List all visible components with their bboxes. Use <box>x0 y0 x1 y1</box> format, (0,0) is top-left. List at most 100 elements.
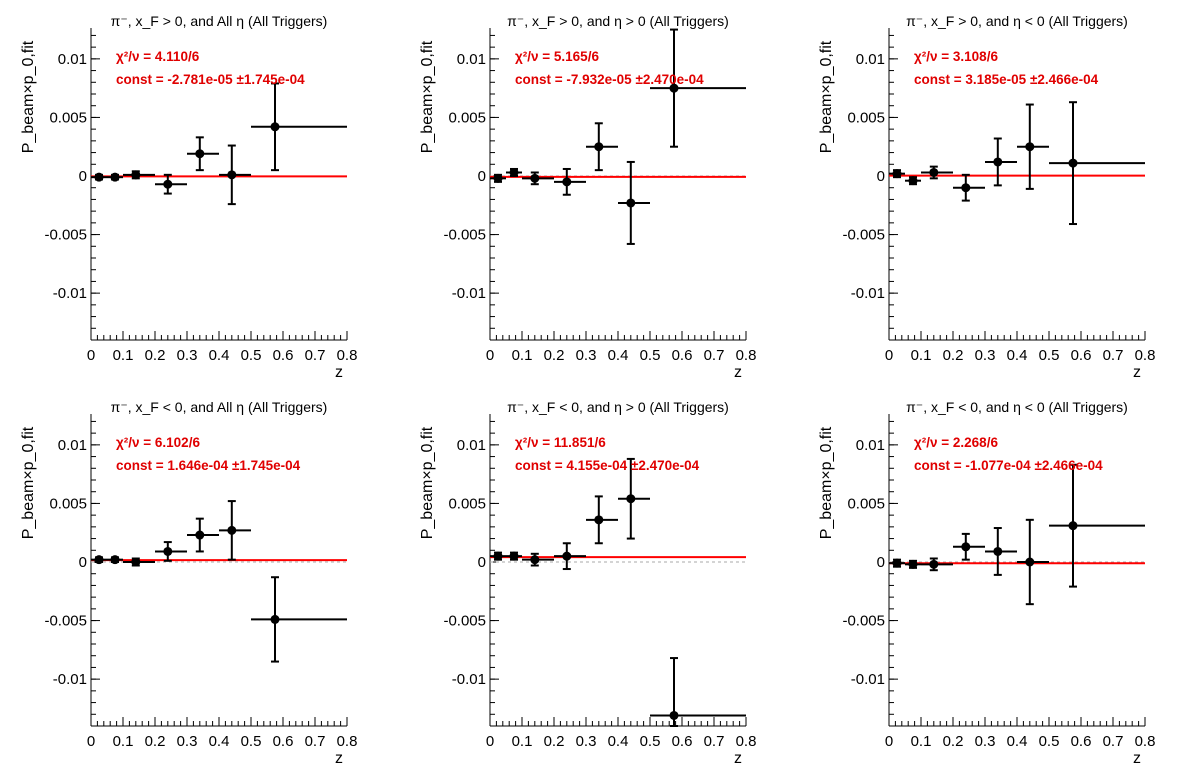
data-point <box>94 172 104 182</box>
data-point <box>908 559 918 569</box>
x-tick-label: 0.6 <box>672 347 693 364</box>
x-tick-label: 0 <box>486 347 494 364</box>
x-axis-title: z <box>734 750 742 767</box>
x-tick-label: 0.2 <box>145 733 166 750</box>
y-tick-label: 0 <box>478 168 486 185</box>
y-tick-label: 0.01 <box>457 437 486 454</box>
chart-title: π⁻, x_F > 0, and All η (All Triggers) <box>111 13 328 29</box>
x-tick-label: 0.3 <box>177 347 198 364</box>
y-tick-label: 0.01 <box>856 51 885 68</box>
data-point <box>1025 557 1035 567</box>
chart-title: π⁻, x_F < 0, and All η (All Triggers) <box>111 399 328 415</box>
x-tick-label: 0.8 <box>337 347 358 364</box>
x-tick-label: 0.8 <box>736 733 757 750</box>
x-tick-label: 0.3 <box>576 347 597 364</box>
x-tick-label: 0.6 <box>1071 347 1092 364</box>
data-point <box>493 551 503 561</box>
data-point <box>1068 521 1078 531</box>
x-tick-label: 0.4 <box>209 347 230 364</box>
x-tick-label: 0.1 <box>512 733 533 750</box>
y-tick-label: 0 <box>79 554 87 571</box>
x-tick-label: 0.4 <box>209 733 230 750</box>
x-tick-label: 0.8 <box>736 347 757 364</box>
x-tick-label: 0.2 <box>145 347 166 364</box>
x-tick-label: 0.3 <box>975 733 996 750</box>
data-point <box>227 525 237 535</box>
y-tick-label: -0.005 <box>842 227 885 244</box>
data-point <box>892 558 902 568</box>
x-axis-title: z <box>1133 750 1141 767</box>
y-tick-label: -0.005 <box>842 613 885 630</box>
y-tick-label: 0.005 <box>49 495 87 512</box>
data-point <box>195 149 205 159</box>
x-tick-label: 0.7 <box>305 733 326 750</box>
data-point <box>993 546 1003 556</box>
const-annotation: const = 1.646e-04 ±1.745e-04 <box>116 458 301 473</box>
x-tick-label: 0.7 <box>305 347 326 364</box>
x-tick-label: 0 <box>486 733 494 750</box>
chart-panel-1: π⁻, x_F > 0, and All η (All Triggers) 0 0.… <box>20 13 357 381</box>
y-tick-label: -0.01 <box>53 285 87 302</box>
y-axis-title: P_beam×p_0,fit <box>818 40 835 153</box>
x-tick-label: 0.5 <box>1039 347 1060 364</box>
data-point <box>530 173 540 183</box>
x-tick-label: 0.8 <box>1135 733 1156 750</box>
data-point <box>270 614 280 624</box>
x-tick-label: 0.5 <box>640 347 661 364</box>
x-tick-label: 0.7 <box>704 347 725 364</box>
data-point <box>1068 158 1078 168</box>
chart-panel-2: π⁻, x_F > 0, and η > 0 (All Triggers) 0 0.… <box>419 13 756 381</box>
y-axis-title: P_beam×p_0,fit <box>818 426 835 539</box>
data-point <box>562 551 572 561</box>
x-tick-label: 0 <box>87 347 95 364</box>
x-tick-label: 0.7 <box>1103 347 1124 364</box>
data-point <box>929 167 939 177</box>
y-tick-label: 0.005 <box>448 109 486 126</box>
y-tick-label: -0.005 <box>44 227 87 244</box>
data-point <box>131 557 141 567</box>
chart-title: π⁻, x_F > 0, and η < 0 (All Triggers) <box>906 13 1128 29</box>
data-point <box>594 142 604 152</box>
const-annotation: const = -2.781e-05 ±1.745e-04 <box>116 72 305 87</box>
x-axis-title: z <box>335 750 343 767</box>
const-annotation: const = 3.185e-05 ±2.466e-04 <box>914 72 1099 87</box>
data-point <box>227 170 237 180</box>
y-tick-label: 0.005 <box>847 109 885 126</box>
y-tick-label: 0.01 <box>58 51 87 68</box>
y-tick-label: -0.01 <box>452 285 486 302</box>
x-tick-label: 0.5 <box>241 733 262 750</box>
x-tick-label: 0.1 <box>911 347 932 364</box>
const-annotation: const = -7.932e-05 ±2.470e-04 <box>515 72 704 87</box>
data-point <box>270 122 280 132</box>
x-tick-label: 0.1 <box>911 733 932 750</box>
x-tick-label: 0.5 <box>241 347 262 364</box>
data-point <box>163 546 173 556</box>
x-tick-label: 0 <box>885 347 893 364</box>
chi2-annotation: χ²/ν = 5.165/6 <box>515 49 599 64</box>
y-tick-label: -0.005 <box>44 613 87 630</box>
y-tick-label: -0.005 <box>443 613 486 630</box>
y-axis-title: P_beam×p_0,fit <box>20 40 37 153</box>
const-annotation: const = -1.077e-04 ±2.466e-04 <box>914 458 1103 473</box>
data-point <box>530 555 540 565</box>
y-tick-label: 0.01 <box>457 51 486 68</box>
data-point <box>110 172 120 182</box>
chart-panel-5: π⁻, x_F < 0, and η > 0 (All Triggers) 0 0.… <box>419 399 756 767</box>
data-point <box>993 157 1003 167</box>
x-tick-label: 0.4 <box>608 733 629 750</box>
x-axis-title: z <box>1133 364 1141 381</box>
chart-panel-3: π⁻, x_F > 0, and η < 0 (All Triggers) 0 0.… <box>818 13 1155 381</box>
chi2-annotation: χ²/ν = 11.851/6 <box>515 435 606 450</box>
x-tick-label: 0.1 <box>512 347 533 364</box>
data-point <box>929 559 939 569</box>
y-tick-label: -0.01 <box>53 671 87 688</box>
x-tick-label: 0.4 <box>1007 347 1028 364</box>
data-point <box>509 167 519 177</box>
x-tick-label: 0.2 <box>544 347 565 364</box>
data-point <box>493 173 503 183</box>
data-point <box>961 542 971 552</box>
chi2-annotation: χ²/ν = 6.102/6 <box>116 435 200 450</box>
y-tick-label: 0.01 <box>856 437 885 454</box>
x-tick-label: 0.7 <box>1103 733 1124 750</box>
